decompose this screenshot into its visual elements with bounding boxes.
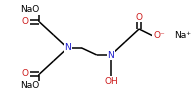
Text: O: O — [22, 17, 29, 26]
Text: O⁻: O⁻ — [153, 32, 165, 41]
Text: OH: OH — [104, 76, 118, 86]
Text: NaO: NaO — [20, 5, 40, 15]
Text: O: O — [22, 69, 29, 78]
Text: N: N — [64, 44, 71, 53]
Text: O: O — [136, 13, 143, 22]
Text: N: N — [108, 50, 114, 59]
Text: Na⁺: Na⁺ — [174, 32, 191, 41]
Text: NaO: NaO — [20, 82, 40, 90]
